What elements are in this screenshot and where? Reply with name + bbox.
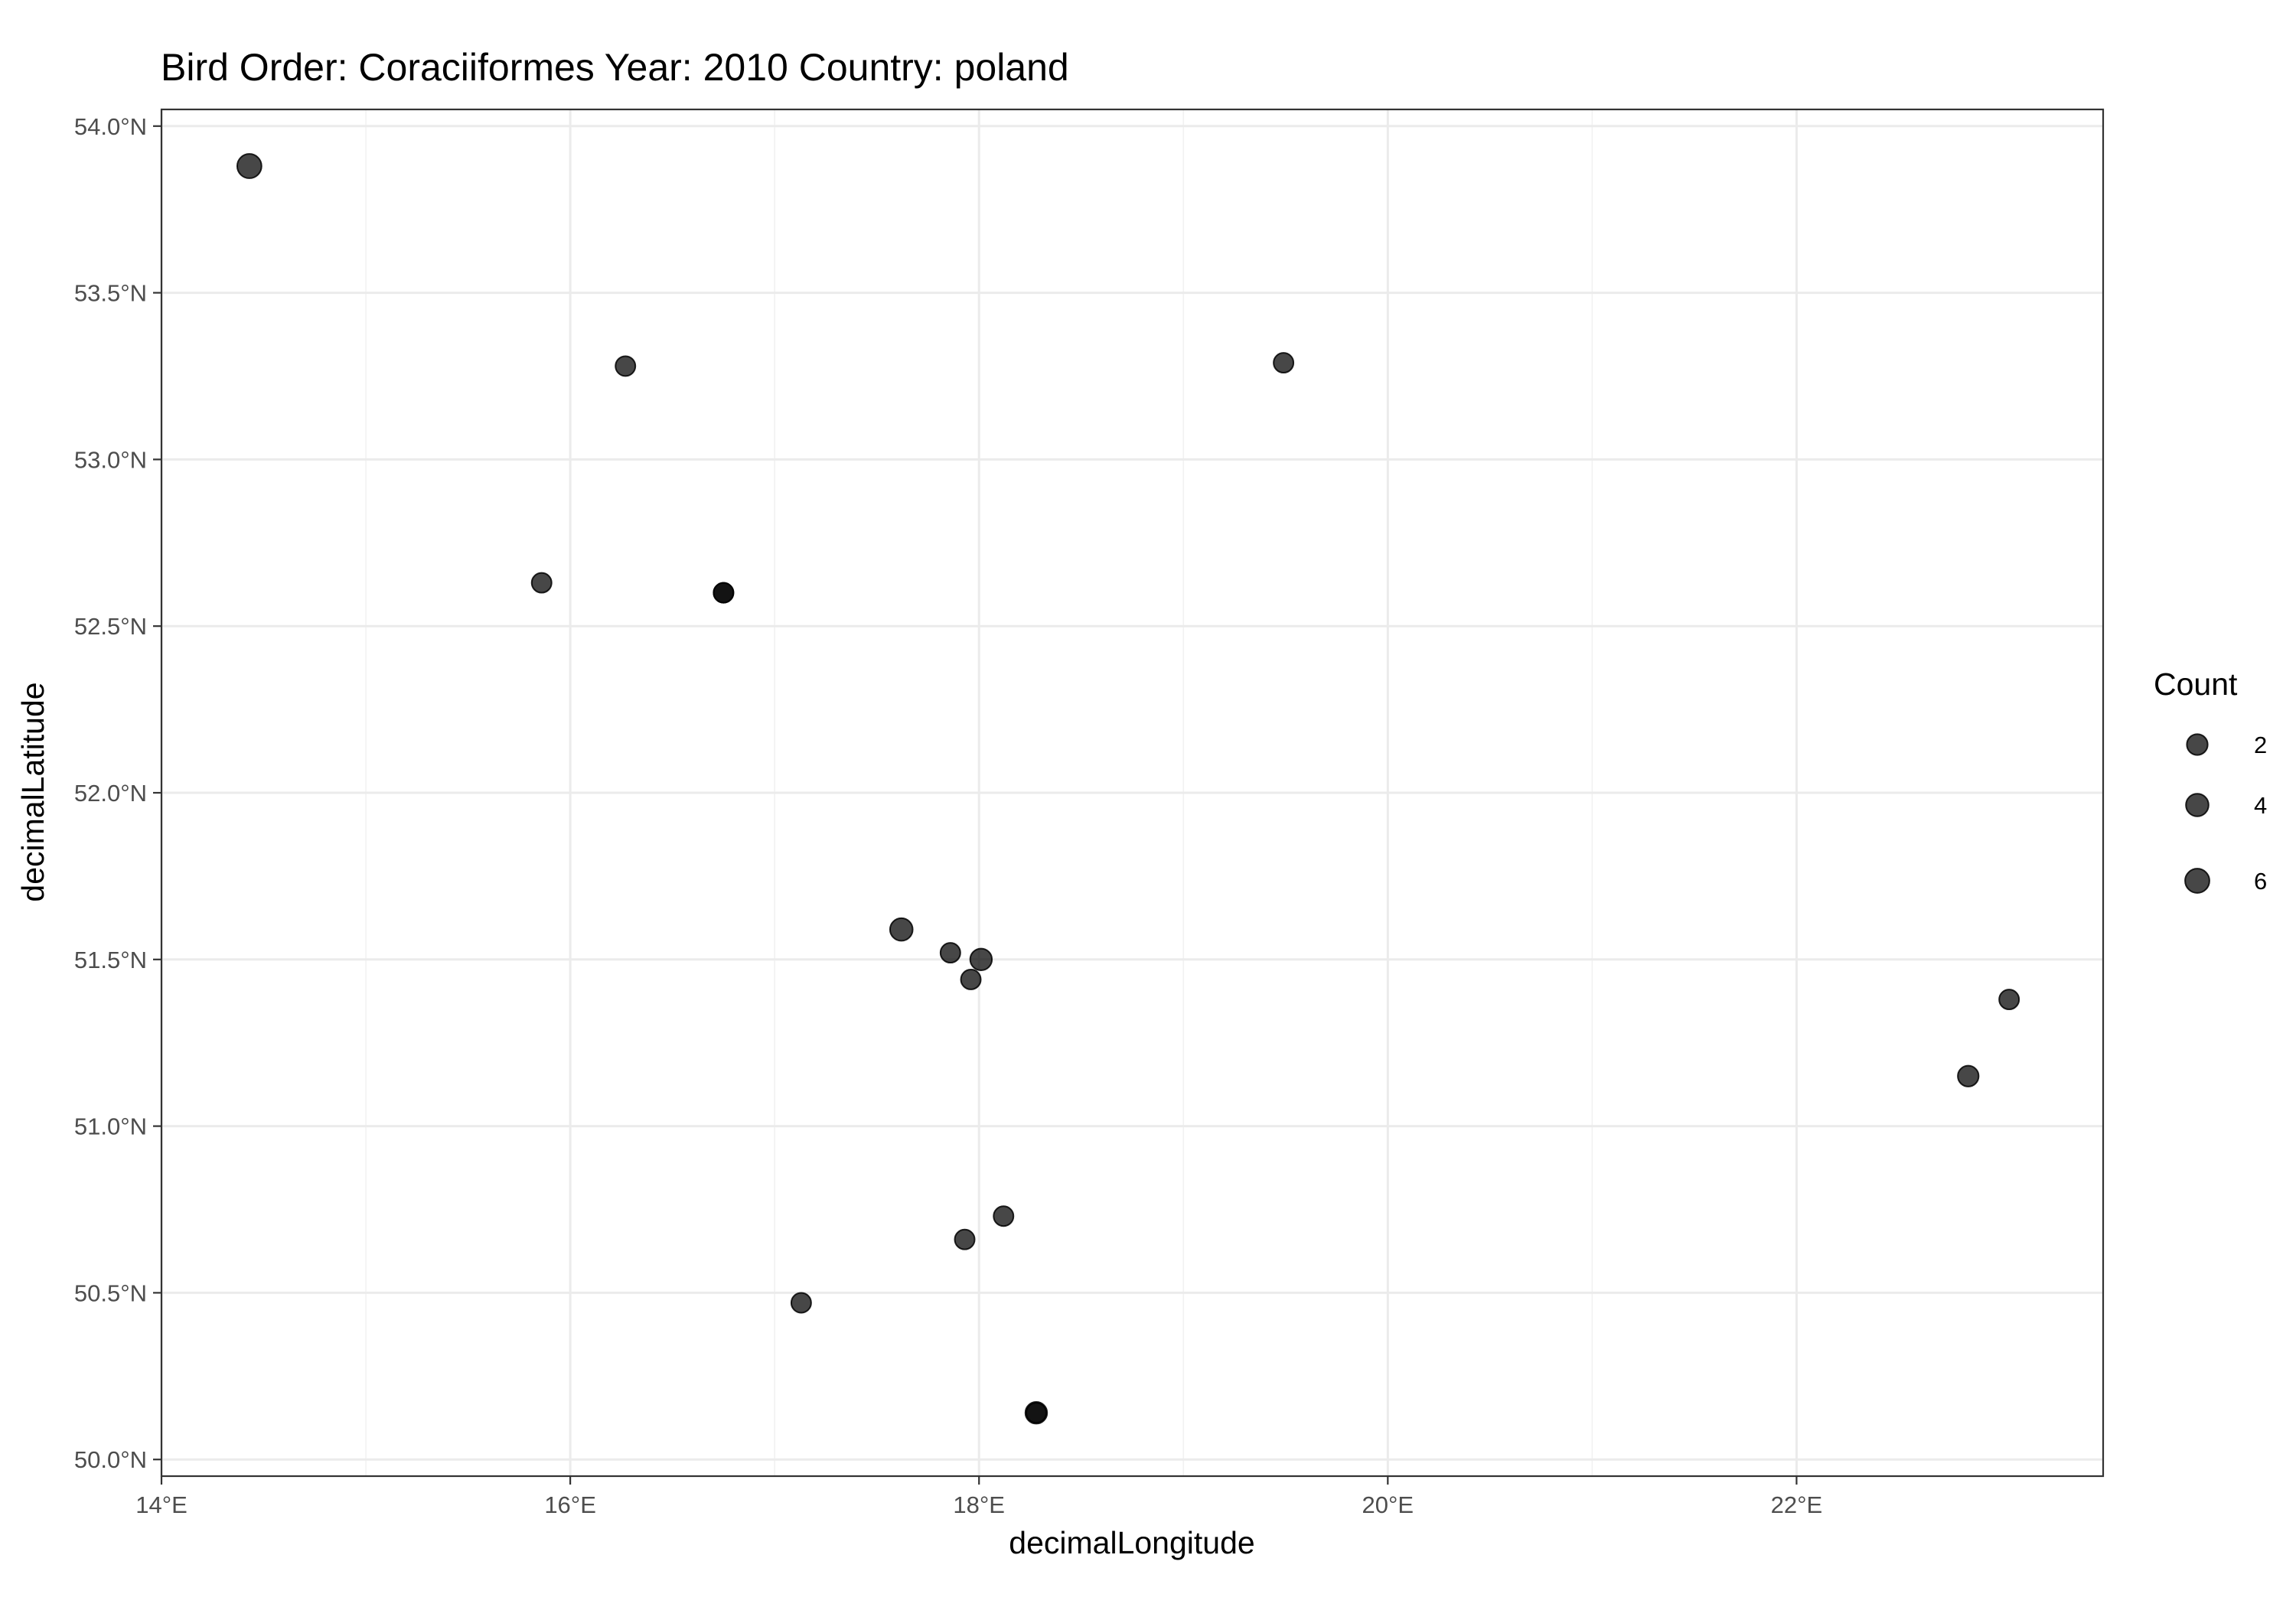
x-tick-label: 18°E — [953, 1491, 1005, 1518]
data-point — [1998, 989, 2020, 1011]
data-point — [993, 1205, 1015, 1227]
y-tick-label: 50.5°N — [74, 1279, 147, 1306]
y-tick-label: 51.0°N — [74, 1113, 147, 1140]
y-tick-label: 52.0°N — [74, 780, 147, 807]
legend-key — [2186, 733, 2209, 756]
data-point — [615, 355, 637, 377]
y-tick-label: 54.0°N — [74, 113, 147, 140]
x-axis-title: decimalLongitude — [1009, 1525, 1254, 1560]
data-points — [236, 153, 2020, 1425]
y-tick-label: 52.5°N — [74, 613, 147, 640]
legend-items: 2 4 6 — [2184, 732, 2267, 895]
legend-label: 2 — [2254, 732, 2267, 758]
x-tick-label: 14°E — [135, 1491, 188, 1518]
data-point — [889, 917, 914, 942]
legend-label: 4 — [2254, 792, 2267, 819]
axes: 14°E 16°E 18°E 20°E 22°E 50.0°N 50.5°N 51.0°N 51… — [74, 113, 1822, 1518]
data-point — [713, 582, 735, 604]
data-point — [530, 572, 553, 594]
y-axis-title: decimalLatitude — [15, 682, 51, 901]
data-point — [960, 968, 982, 990]
grid-lines — [160, 109, 2103, 1476]
chart-title: Bird Order: Coraciiformes Year: 2010 Cou… — [161, 46, 1069, 89]
x-tick-label: 20°E — [1362, 1491, 1414, 1518]
legend-label: 6 — [2254, 868, 2267, 895]
legend-key — [2185, 793, 2210, 817]
legend-key — [2184, 868, 2210, 894]
x-tick-label: 22°E — [1771, 1491, 1823, 1518]
y-tick-label: 50.0°N — [74, 1446, 147, 1473]
data-point — [939, 942, 961, 964]
data-point — [790, 1292, 812, 1314]
x-tick-label: 16°E — [544, 1491, 596, 1518]
data-point — [969, 947, 993, 972]
data-point — [236, 153, 263, 179]
y-tick-label: 53.5°N — [74, 280, 147, 307]
data-point — [1273, 352, 1295, 374]
y-tick-label: 51.5°N — [74, 947, 147, 973]
data-point — [1957, 1064, 1980, 1087]
data-point — [954, 1228, 976, 1250]
legend: Count 2 4 6 — [2154, 667, 2267, 895]
y-tick-label: 53.0°N — [74, 446, 147, 473]
legend-title: Count — [2154, 667, 2238, 702]
data-point — [1026, 1402, 1047, 1424]
